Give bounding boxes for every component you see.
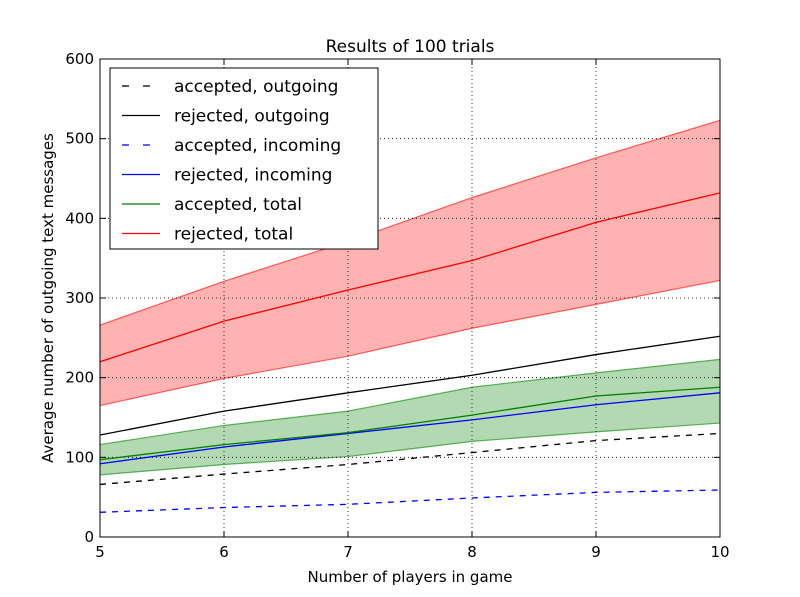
confidence-band-0 [100, 120, 720, 406]
series-line-accepted-outgoing [99, 432, 721, 486]
x-tick-label: 6 [219, 543, 229, 561]
bands-layer [99, 119, 721, 476]
band-1-upper-edge [99, 358, 721, 446]
x-tick-label: 8 [467, 543, 477, 561]
legend-box [109, 67, 379, 250]
legend-label: rejected, incoming [174, 166, 332, 186]
legend-label: accepted, outgoing [174, 77, 338, 97]
chart-title: Results of 100 trials [326, 37, 495, 57]
series-line-rejected-incoming [99, 392, 721, 465]
band-0-lower-edge [99, 279, 721, 407]
y-tick-label: 100 [65, 448, 94, 466]
legend-label: rejected, outgoing [174, 107, 330, 127]
series-line-rejected-total [99, 192, 721, 363]
y-tick-label: 300 [65, 289, 94, 307]
band-1-lower-edge [99, 422, 721, 476]
y-tick-label: 0 [84, 528, 94, 546]
x-axis-label: Number of players in game [308, 568, 513, 586]
legend-label: accepted, total [174, 195, 302, 215]
band-0-upper-edge [99, 119, 721, 326]
legend-label: rejected, total [174, 225, 293, 245]
x-tick-label: 10 [710, 543, 729, 561]
grid-layer [100, 59, 720, 537]
y-tick-label: 500 [65, 130, 94, 148]
x-tick-label: 7 [343, 543, 353, 561]
confidence-band-1 [100, 359, 720, 475]
x-tick-label: 9 [591, 543, 601, 561]
series-line-rejected-outgoing [99, 335, 721, 436]
y-tick-label: 200 [65, 369, 94, 387]
x-tick-label: 5 [95, 543, 105, 561]
series-layer [99, 192, 721, 513]
y-tick-label: 600 [65, 50, 94, 68]
y-tick-label: 400 [65, 209, 94, 227]
series-line-accepted-incoming [99, 489, 721, 513]
y-axis-label: Average number of outgoing text messages [39, 133, 57, 463]
legend: accepted, outgoing rejected, outgoing acce… [109, 67, 379, 250]
series-line-accepted-total [99, 386, 721, 461]
legend-label: accepted, incoming [174, 136, 341, 156]
